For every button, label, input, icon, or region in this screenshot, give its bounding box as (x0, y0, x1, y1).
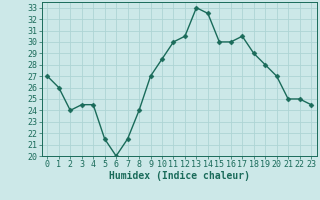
X-axis label: Humidex (Indice chaleur): Humidex (Indice chaleur) (109, 171, 250, 181)
